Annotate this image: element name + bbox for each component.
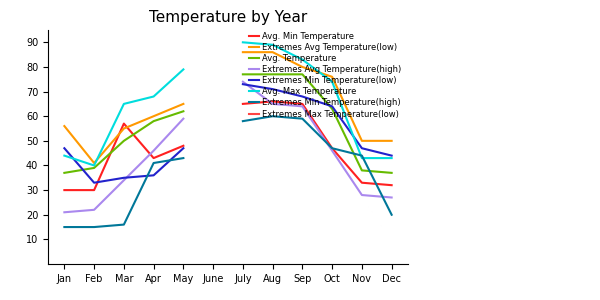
Title: Temperature by Year: Temperature by Year [149, 10, 307, 25]
Legend: Avg. Min Temperature, Extremes Avg Temperature(low), Avg. Temperature, Extremes : Avg. Min Temperature, Extremes Avg Tempe… [246, 29, 404, 121]
